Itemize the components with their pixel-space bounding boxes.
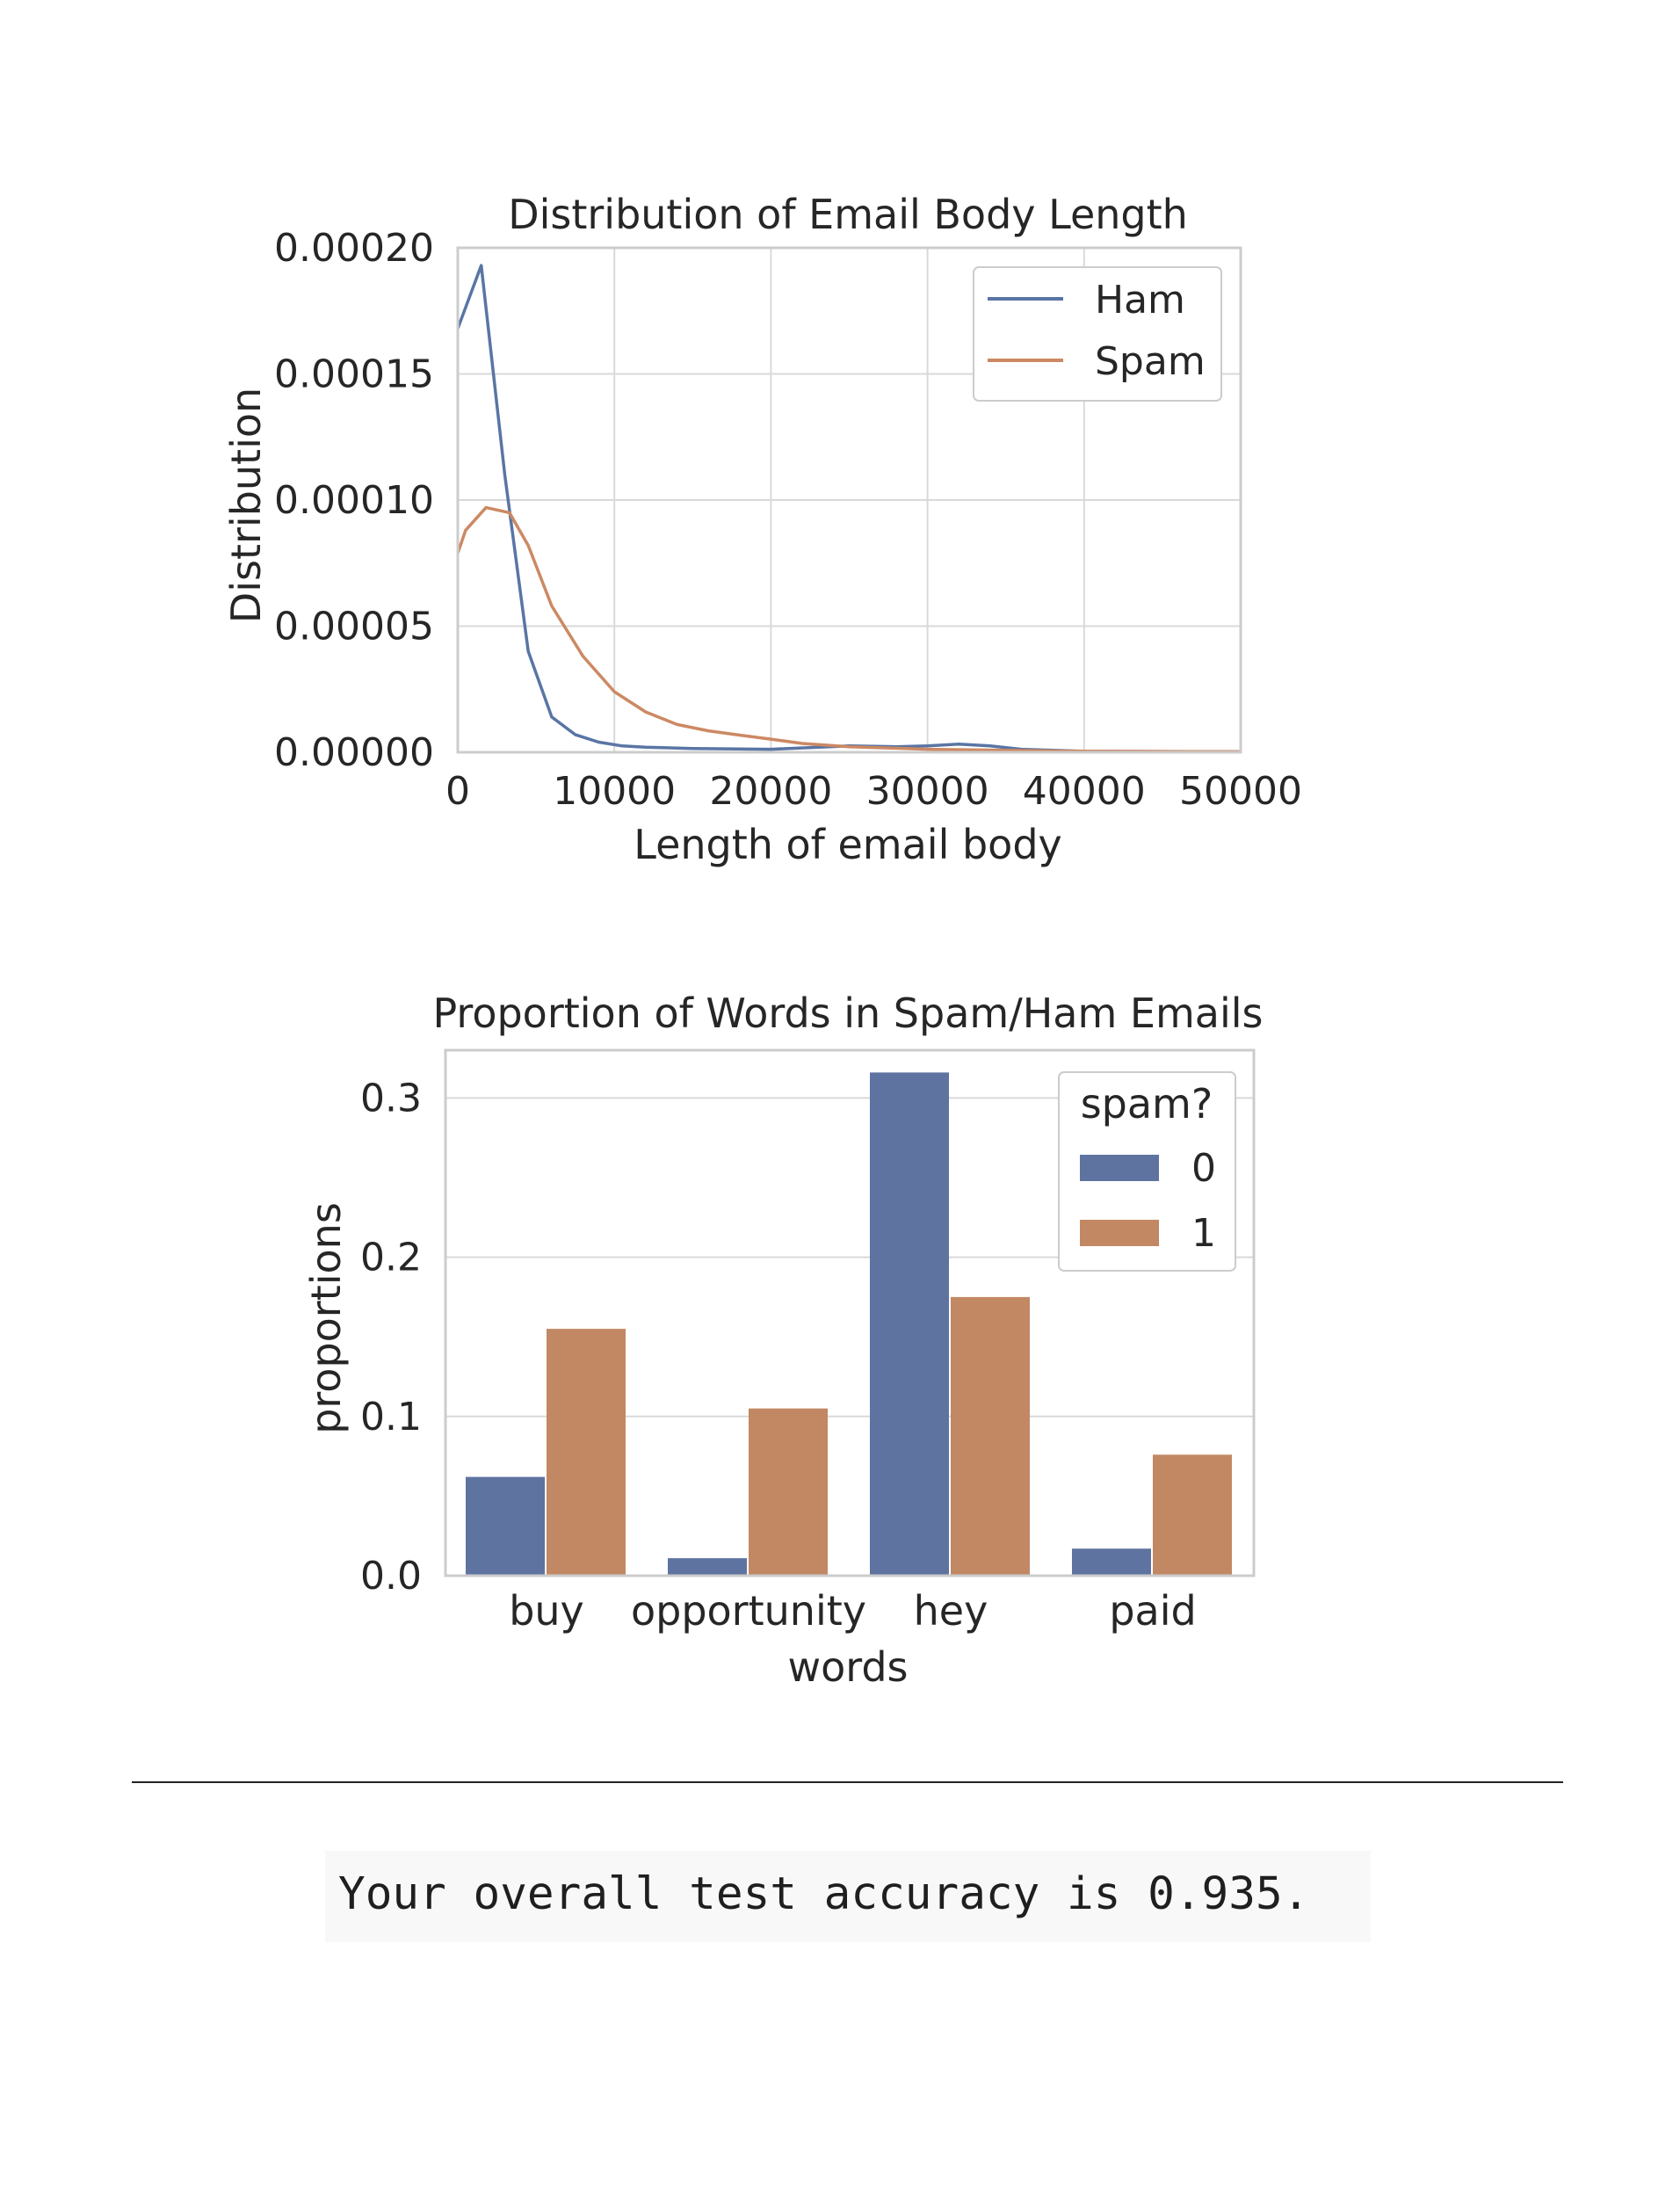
y-tick-label: 0.00015 xyxy=(274,352,434,397)
y-tick-label: 0.00010 xyxy=(274,478,434,523)
series-line-ham xyxy=(456,264,1242,754)
legend-0-label: 0 xyxy=(1191,1146,1216,1191)
output-cell xyxy=(325,1851,1371,1942)
x-tick-label: opportunity xyxy=(631,1587,866,1635)
x-tick-label: 10000 xyxy=(553,769,676,814)
y-tick-label: 0.00020 xyxy=(274,226,434,271)
bar-chart-title: Proportion of Words in Spam/Ham Emails xyxy=(433,990,1264,1037)
series-line-spam xyxy=(456,505,1242,754)
bar-chart: Proportion of Words in Spam/Ham Emails 0… xyxy=(302,990,1264,1691)
accuracy-output: Your overall test accuracy is 0.935. xyxy=(338,1868,1310,1920)
bar-opportunity-spam-0 xyxy=(668,1558,747,1576)
legend-ham-label: Ham xyxy=(1095,278,1185,323)
legend-1-label: 1 xyxy=(1191,1211,1216,1256)
bar-buy-spam-0 xyxy=(466,1476,545,1576)
bar-chart-xlabel: words xyxy=(787,1643,908,1691)
line-chart-ylabel: Distribution xyxy=(222,388,270,623)
line-chart-xlabel: Length of email body xyxy=(634,821,1062,868)
x-tick-label: 20000 xyxy=(709,769,832,814)
x-tick-label: 0 xyxy=(445,769,470,814)
bar-opportunity-spam-1 xyxy=(749,1408,828,1576)
line-chart-y-ticks: 0.00000 0.00005 0.00010 0.00015 0.00020 xyxy=(274,226,434,775)
bar-chart-legend: spam? 0 1 xyxy=(1058,1071,1236,1272)
line-chart-series xyxy=(456,264,1242,754)
bar-chart-ylabel: proportions xyxy=(302,1202,350,1434)
bar-paid-spam-0 xyxy=(1072,1548,1151,1576)
bar-chart-frame xyxy=(444,1048,1256,1577)
charts-canvas: Distribution of Email Body Length 0.0000… xyxy=(222,191,1302,1691)
y-tick-label: 0.1 xyxy=(360,1395,422,1439)
x-tick-label: paid xyxy=(1109,1587,1196,1635)
x-tick-label: buy xyxy=(509,1587,584,1635)
legend-spam-label: Spam xyxy=(1095,339,1206,384)
y-tick-label: 0.0 xyxy=(360,1554,422,1599)
line-chart-x-ticks: 0 10000 20000 30000 40000 50000 xyxy=(445,769,1302,814)
line-chart: Distribution of Email Body Length 0.0000… xyxy=(222,191,1302,868)
legend-title: spam? xyxy=(1081,1080,1213,1128)
y-tick-label: 0.00005 xyxy=(274,605,434,649)
x-tick-label: 30000 xyxy=(866,769,989,814)
bar-chart-x-ticks: buy opportunity hey paid xyxy=(509,1587,1196,1635)
bar-chart-y-ticks: 0.0 0.1 0.2 0.3 xyxy=(360,1076,422,1599)
x-tick-label: hey xyxy=(914,1587,988,1635)
bar-chart-bars xyxy=(466,1072,1232,1576)
y-tick-label: 0.3 xyxy=(360,1076,422,1120)
legend-1-swatch xyxy=(1080,1220,1159,1246)
line-chart-frame xyxy=(456,246,1242,754)
line-chart-legend: Ham Spam xyxy=(973,266,1222,402)
bar-hey-spam-0 xyxy=(870,1072,949,1576)
x-tick-label: 50000 xyxy=(1179,769,1302,814)
x-tick-label: 40000 xyxy=(1023,769,1146,814)
bar-paid-spam-1 xyxy=(1153,1454,1232,1576)
legend-0-swatch xyxy=(1080,1155,1159,1181)
y-tick-label: 0.2 xyxy=(360,1236,422,1280)
horizontal-divider xyxy=(132,1781,1563,1783)
line-chart-title: Distribution of Email Body Length xyxy=(508,191,1188,238)
bar-hey-spam-1 xyxy=(951,1296,1030,1576)
y-tick-label: 0.00000 xyxy=(274,730,434,775)
bar-buy-spam-1 xyxy=(547,1329,626,1576)
